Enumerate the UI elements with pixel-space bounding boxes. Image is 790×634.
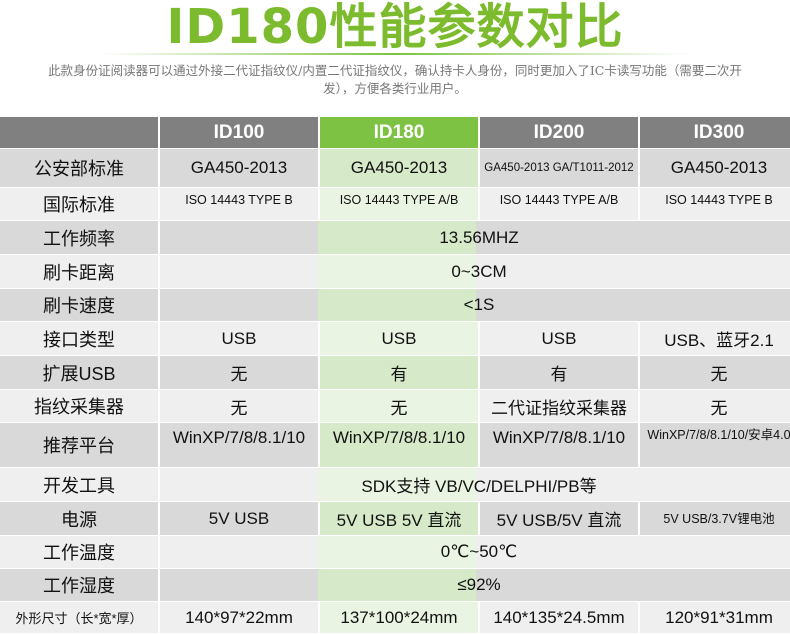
cell-id200: 有	[480, 356, 638, 389]
row-label: 工作温度	[0, 536, 158, 568]
cell-id100: USB	[160, 322, 318, 355]
cell-id300: 无	[640, 390, 790, 422]
row-label: 公安部标准	[0, 149, 158, 187]
table-row: 外形尺寸（长*宽*厚） 140*97*22mm 137*100*24mm 140*13…	[0, 602, 790, 633]
merged-cell: ≤92%	[160, 569, 790, 601]
merged-cell: 0℃~50℃	[160, 536, 790, 568]
cell-id180: 5V USB 5V 直流	[320, 502, 478, 535]
row-label: 国际标准	[0, 188, 158, 220]
cell-id300: 无	[640, 356, 790, 389]
cell-id100: ISO 14443 TYPE B	[160, 188, 318, 220]
description: 此款身份证阅读器可以通过外接二代证指纹仪/内置二代证指纹仪，确认持卡人身份，同时…	[48, 63, 742, 96]
table-row: 公安部标准 GA450-2013 GA450-2013 GA450-2013 GA/T…	[0, 149, 790, 187]
row-label: 工作频率	[0, 221, 158, 254]
merged-cell: 13.56MHZ	[160, 221, 790, 254]
table-row: 工作湿度 ≤92%	[0, 569, 790, 601]
table-row: 接口类型 USB USB USB USB、蓝牙2.1	[0, 322, 790, 355]
table-row: 国际标准 ISO 14443 TYPE B ISO 14443 TYPE A/B IS…	[0, 188, 790, 220]
row-label: 工作湿度	[0, 569, 158, 601]
header-id300: ID300	[640, 117, 790, 148]
cell-id300: 5V USB/3.7V锂电池	[640, 502, 790, 535]
comparison-table: ID100 ID180 ID200 ID300 公安部标准 GA450-2013 G…	[0, 116, 790, 634]
cell-id300: GA450-2013	[640, 149, 790, 187]
cell-id300: 120*91*31mm	[640, 602, 790, 633]
cell-id180: WinXP/7/8/8.1/10	[320, 423, 478, 467]
cell-id180: 有	[320, 356, 478, 389]
row-label: 刷卡距离	[0, 255, 158, 288]
row-label: 推荐平台	[0, 423, 158, 467]
cell-id200: ISO 14443 TYPE A/B	[480, 188, 638, 220]
table-row: 扩展USB 无有有无	[0, 356, 790, 389]
cell-id100: 无	[160, 356, 318, 389]
table-row: 指纹采集器无无二代证指纹采集器无	[0, 390, 790, 422]
cell-id200: 5V USB/5V 直流	[480, 502, 638, 535]
table-row: 工作频率 13.56MHZ	[0, 221, 790, 254]
header-blank	[0, 117, 158, 148]
cell-id200: WinXP/7/8/8.1/10	[480, 423, 638, 467]
cell-id200: 140*135*24.5mm	[480, 602, 638, 633]
title-underline	[100, 53, 690, 55]
table-row: 刷卡距离 0~3CM	[0, 255, 790, 288]
header-id100: ID100	[160, 117, 318, 148]
page-title: ID180性能参数对比	[166, 0, 624, 55]
merged-cell: <1S	[160, 289, 790, 321]
cell-id100: 无	[160, 390, 318, 422]
cell-id300: ISO 14443 TYPE B	[640, 188, 790, 220]
table-row: 推荐平台 WinXP/7/8/8.1/10 WinXP/7/8/8.1/10 WinX…	[0, 423, 790, 467]
cell-id100: WinXP/7/8/8.1/10	[160, 423, 318, 467]
cell-id200: USB	[480, 322, 638, 355]
table-row: 电源 5V USB 5V USB 5V 直流 5V USB/5V 直流 5V USB/3…	[0, 502, 790, 535]
table-row: 开发工具 SDK支持 VB/VC/DELPHI/PB等	[0, 468, 790, 501]
table-row: 工作温度 0℃~50℃	[0, 536, 790, 568]
header-id200: ID200	[480, 117, 638, 148]
merged-cell: SDK支持 VB/VC/DELPHI/PB等	[160, 468, 790, 501]
row-label: 电源	[0, 502, 158, 535]
table-row: 刷卡速度 <1S	[0, 289, 790, 321]
row-label: 接口类型	[0, 322, 158, 355]
cell-id100: 140*97*22mm	[160, 602, 318, 633]
cell-id180: ISO 14443 TYPE A/B	[320, 188, 478, 220]
merged-cell: 0~3CM	[160, 255, 790, 288]
cell-id180: GA450-2013	[320, 149, 478, 187]
cell-id200: 二代证指纹采集器	[480, 390, 638, 422]
cell-id100: 5V USB	[160, 502, 318, 535]
header-id180: ID180	[320, 117, 478, 148]
row-label: 扩展USB	[0, 356, 158, 389]
cell-id200: GA450-2013 GA/T1011-2012	[480, 149, 638, 187]
row-label: 外形尺寸（长*宽*厚）	[0, 602, 158, 633]
cell-id180: USB	[320, 322, 478, 355]
row-label: 刷卡速度	[0, 289, 158, 321]
cell-id180: 无	[320, 390, 478, 422]
row-label: 开发工具	[0, 468, 158, 501]
cell-id180: 137*100*24mm	[320, 602, 478, 633]
header-row: ID100 ID180 ID200 ID300	[0, 117, 790, 148]
cell-id100: GA450-2013	[160, 149, 318, 187]
row-label: 指纹采集器	[0, 390, 158, 422]
cell-id300: WinXP/7/8/8.1/10/安卓4.0	[640, 423, 790, 467]
cell-id300: USB、蓝牙2.1	[640, 322, 790, 355]
